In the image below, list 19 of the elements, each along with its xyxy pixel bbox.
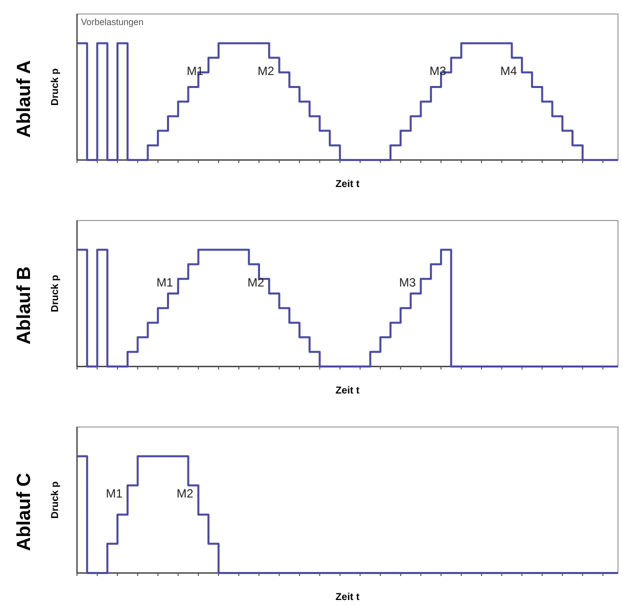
y-axis-title: Druck p xyxy=(50,481,61,519)
x-axis-title: Zeit t xyxy=(336,386,360,396)
annotation: M3 xyxy=(399,275,416,290)
annotation: M1 xyxy=(186,64,204,78)
annotation: M1 xyxy=(156,275,174,290)
annotation: M2 xyxy=(176,486,194,501)
x-axis-title: Zeit t xyxy=(336,592,360,603)
x-axis-title: Zeit t xyxy=(336,179,360,190)
annotation: M1 xyxy=(106,486,123,501)
annotation: M3 xyxy=(429,64,446,78)
annotation: M4 xyxy=(500,64,518,78)
text: Ablauf C xyxy=(14,472,35,552)
y-axis-title: Druck p xyxy=(50,274,61,312)
text: Vorbelastungen xyxy=(81,17,144,27)
y-axis-title: Druck p xyxy=(50,68,61,106)
annotation: M2 xyxy=(258,64,275,78)
text: Ablauf B xyxy=(14,266,35,345)
annotation: M2 xyxy=(247,275,264,290)
text: Ablauf A xyxy=(14,60,35,138)
